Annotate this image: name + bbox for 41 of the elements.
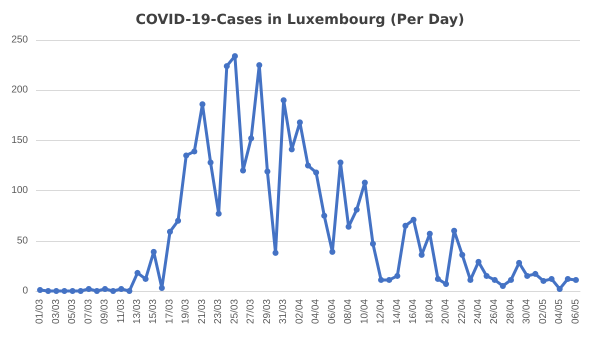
x-tick-label: 28/04 [505, 298, 516, 324]
y-tick-label: 50 [16, 235, 28, 246]
x-tick-label: 09/03 [100, 298, 111, 324]
x-tick-label: 30/04 [522, 298, 533, 324]
x-tick-label: 25/03 [229, 298, 240, 324]
x-tick-label: 31/03 [278, 298, 290, 324]
x-tick-label: 08/04 [343, 298, 354, 324]
x-tick-label: 29/03 [262, 298, 273, 324]
x-tick-label: 18/04 [424, 298, 436, 324]
chart-title: COVID-19-Cases in Luxembourg (Per Day) [136, 12, 464, 28]
y-tick-label: 0 [22, 286, 28, 296]
x-tick-label: 01/03 [34, 298, 46, 324]
y-tick-label: 200 [11, 84, 28, 96]
x-tick-label: 06/05 [570, 298, 582, 324]
x-tick-label: 10/04 [359, 298, 370, 324]
x-tick-label: 20/04 [440, 298, 452, 324]
x-tick-label: 13/03 [132, 298, 143, 324]
x-tick-label: 26/04 [489, 298, 500, 324]
x-tick-label: 17/03 [164, 298, 176, 324]
x-tick-label: 19/03 [180, 298, 192, 324]
x-tick-label: 05/03 [67, 298, 78, 324]
x-tick-label: 24/04 [473, 298, 484, 324]
x-tick-label: 23/03 [213, 298, 224, 324]
x-tick-label: 06/04 [326, 298, 338, 324]
x-tick-label: 15/03 [148, 298, 160, 324]
x-tick-label: 04/05 [554, 298, 566, 324]
y-tick-label: 150 [11, 134, 28, 146]
x-tick-label: 12/04 [376, 298, 387, 324]
x-tick-label: 04/04 [310, 298, 322, 324]
x-tick-label: 14/04 [392, 298, 403, 324]
x-tick-label: 16/04 [408, 298, 420, 324]
x-tick-label: 22/04 [456, 298, 468, 324]
x-tick-label: 03/03 [50, 298, 62, 324]
x-tick-label: 07/03 [83, 298, 94, 324]
y-tick-label: 250 [11, 34, 28, 46]
y-tick-label: 100 [11, 185, 28, 196]
x-tick-label: 27/03 [246, 298, 257, 324]
x-tick-label: 02/05 [538, 298, 549, 324]
x-tick-label: 21/03 [196, 298, 208, 324]
x-tick-label: 11/03 [116, 298, 127, 324]
x-tick-label: 02/04 [294, 298, 306, 324]
